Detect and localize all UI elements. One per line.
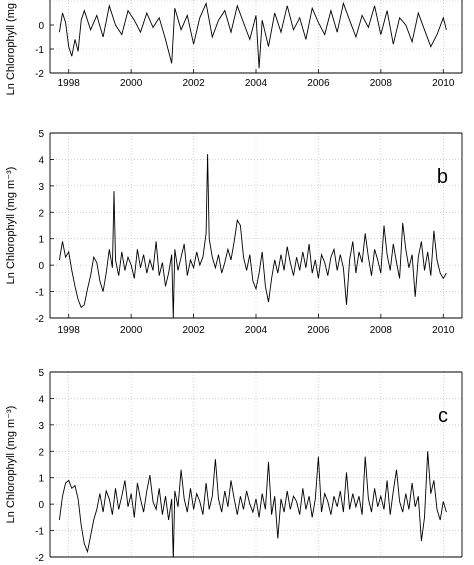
y-tick-label: -1 [35,527,44,538]
y-axis-label: Ln Chlorophyll (mg m⁻³) [5,406,17,524]
chart-panel-1: -2 -1 0 1998 2000 2002 2004 2006 2008 2010 Ln Chlo… [5,0,463,95]
panel-label: b [437,166,448,188]
x-tick-label: 2010 [432,78,455,89]
y-tick-label: 5 [38,368,44,379]
x-tick-label: 1998 [58,78,81,89]
y-tick-label: -2 [35,314,44,325]
y-tick-label: -1 [35,288,44,299]
x-tick-label: 1998 [58,325,81,336]
y-tick-label: 3 [38,421,44,432]
x-tick-label: 2002 [182,325,205,336]
chart-panel-2: -2 -1 0 1 2 3 4 5 1998 2000 2002 2004 2006 2008 2010 Ln… [5,129,463,336]
series-line-1 [58,451,447,557]
y-tick-label: 0 [38,261,44,272]
y-tick-label: 0 [38,500,44,511]
x-tick-label: 2006 [307,78,330,89]
y-tick-label: 4 [38,155,44,166]
series-line-1 [58,1,447,69]
y-tick-label: 5 [38,129,44,140]
y-axis-label: Ln Chlorophyll (mg m⁻³) [5,0,17,95]
x-tick-label: 2008 [370,78,393,89]
x-tick-label: 2000 [120,78,143,89]
y-tick-label: 1 [38,235,44,246]
y-tick-label: -1 [35,45,44,56]
y-tick-label: 4 [38,394,44,405]
chart-panel-3: -2 -1 0 1 2 3 4 5 Ln Chlorophyll (mg m⁻³) c [5,368,463,564]
y-tick-label: 2 [38,447,44,458]
x-tick-label: 2008 [370,325,393,336]
x-tick-label: 2006 [307,325,330,336]
x-tick-label: 2010 [432,325,455,336]
x-tick-label: 2004 [245,78,268,89]
y-tick-label: -2 [35,553,44,564]
y-axis-label: Ln Chlorophyll (mg m⁻³) [5,167,17,285]
y-tick-label: -2 [35,69,44,80]
y-tick-label: 1 [38,474,44,485]
x-tick-label: 2000 [120,325,143,336]
panel-label: c [438,405,448,427]
x-tick-label: 2004 [245,325,268,336]
series-line-1 [58,154,447,318]
y-tick-label: 3 [38,182,44,193]
y-tick-label: 0 [38,21,44,32]
y-tick-label: 2 [38,208,44,219]
x-tick-label: 2002 [182,78,205,89]
